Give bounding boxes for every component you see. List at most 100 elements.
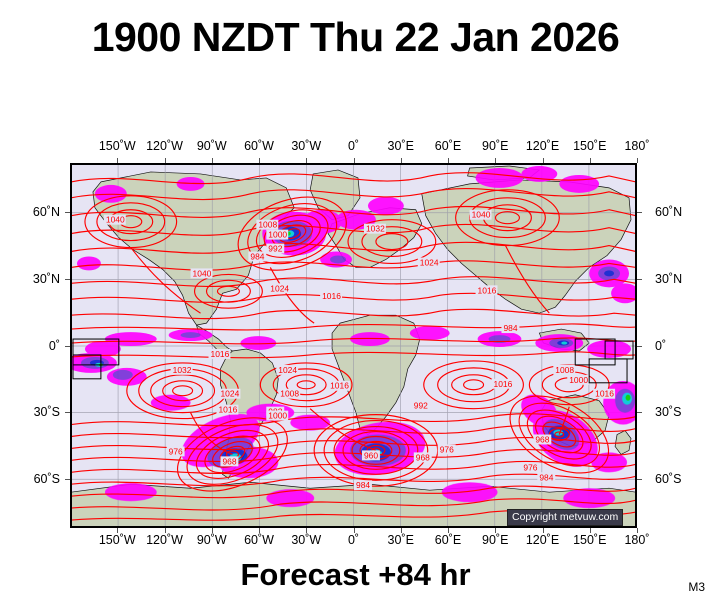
lon-tick-mark <box>353 528 355 533</box>
forecast-map[interactable]: 1040 1040 1024 1016 1016 1008 1000 992 9… <box>70 163 637 528</box>
lat-tick-mark <box>65 412 70 414</box>
lat-tick-mark <box>637 479 642 481</box>
svg-text:1008: 1008 <box>258 220 277 230</box>
lon-tick-mark <box>117 528 119 533</box>
lon-tick-label: 90˚W <box>196 533 227 547</box>
lon-tick-label: 90˚E <box>482 139 509 153</box>
svg-text:1032: 1032 <box>366 224 385 234</box>
svg-text:968: 968 <box>535 434 549 444</box>
lon-tick-mark <box>259 528 260 533</box>
lat-tick-label: 60˚S <box>655 472 682 487</box>
lon-tick-mark <box>637 528 638 533</box>
lon-tick-label: 0˚ <box>347 533 360 547</box>
svg-text:984: 984 <box>250 251 264 261</box>
lon-tick-mark <box>211 158 213 163</box>
lat-tick-mark <box>637 211 642 213</box>
svg-text:976: 976 <box>523 462 537 472</box>
lon-tick-mark <box>589 528 591 533</box>
lon-tick-label: 120˚E <box>525 533 560 547</box>
lon-tick-label: 60˚E <box>434 533 462 547</box>
svg-text:1024: 1024 <box>420 257 439 267</box>
lon-tick-mark <box>164 528 166 533</box>
lat-tick-mark <box>637 345 642 347</box>
lon-tick-mark <box>495 158 497 163</box>
svg-text:1040: 1040 <box>193 268 212 278</box>
svg-text:1016: 1016 <box>218 405 237 415</box>
lon-tick-mark <box>117 158 119 163</box>
svg-text:1000: 1000 <box>569 375 588 385</box>
svg-text:992: 992 <box>268 244 282 254</box>
lon-tick-mark <box>589 158 591 163</box>
lon-tick-label: 90˚E <box>482 533 509 547</box>
lat-tick-mark <box>637 278 642 280</box>
svg-text:1032: 1032 <box>173 365 192 375</box>
lat-tick-mark <box>65 479 70 481</box>
lat-tick-label: 30˚N <box>32 271 60 286</box>
lon-tick-mark <box>306 528 308 533</box>
svg-text:1016: 1016 <box>330 381 349 391</box>
lon-tick-label: 90˚W <box>196 139 227 153</box>
lon-tick-mark <box>637 158 638 163</box>
svg-text:1040: 1040 <box>106 215 125 225</box>
svg-text:984: 984 <box>356 480 370 490</box>
forecast-subtitle: Forecast +84 hr <box>240 557 471 592</box>
lon-tick-label: 60˚E <box>434 139 462 153</box>
longitude-axis-top: 150˚W 120˚W 90˚W 60˚W 30˚W 0˚ 30˚E 60˚E 90˚E 120˚… <box>70 139 650 155</box>
svg-text:1008: 1008 <box>555 365 574 375</box>
svg-text:1016: 1016 <box>322 291 341 301</box>
lon-tick-mark <box>542 158 544 163</box>
lon-tick-label: 150˚E <box>573 139 607 153</box>
lat-tick-label: 30˚S <box>33 405 60 420</box>
lon-tick-label: 150˚W <box>98 139 136 153</box>
svg-text:976: 976 <box>169 446 183 456</box>
lon-tick-mark <box>211 528 213 533</box>
svg-text:1016: 1016 <box>595 389 614 399</box>
svg-text:976: 976 <box>440 444 454 454</box>
lon-tick-mark <box>400 528 402 533</box>
lon-tick-label: 150˚E <box>573 533 607 547</box>
lon-tick-mark <box>259 158 260 163</box>
copyright-notice: Copyright metvuw.com <box>507 509 624 526</box>
svg-text:1024: 1024 <box>278 365 297 375</box>
lon-tick-mark <box>542 528 544 533</box>
lon-tick-label: 180˚ <box>624 533 650 547</box>
model-id-label: M3 <box>688 580 705 594</box>
lon-tick-mark <box>400 158 402 163</box>
lon-tick-mark <box>448 158 449 163</box>
lon-tick-label: 60˚W <box>244 533 274 547</box>
svg-text:1040: 1040 <box>472 210 491 220</box>
svg-text:1016: 1016 <box>478 285 497 295</box>
svg-text:1000: 1000 <box>268 230 287 240</box>
svg-text:968: 968 <box>222 456 236 466</box>
lat-tick-mark <box>65 211 70 213</box>
lon-tick-mark <box>306 158 308 163</box>
svg-text:984: 984 <box>503 323 517 333</box>
lat-tick-label: 60˚N <box>655 204 683 219</box>
isobar-labels: 1040 1040 1024 1016 1016 1008 1000 992 9… <box>103 210 616 490</box>
lon-tick-mark <box>164 158 166 163</box>
lon-tick-label: 120˚E <box>525 139 560 153</box>
svg-text:1008: 1008 <box>280 389 299 399</box>
lon-tick-label: 0˚ <box>347 139 360 153</box>
svg-text:984: 984 <box>539 472 553 482</box>
lon-tick-mark <box>448 528 449 533</box>
isobars <box>71 172 636 521</box>
lon-tick-label: 30˚W <box>291 139 322 153</box>
lat-tick-label: 60˚S <box>33 472 60 487</box>
svg-text:1016: 1016 <box>494 379 513 389</box>
lon-tick-label: 180˚ <box>624 139 650 153</box>
lon-tick-label: 120˚W <box>146 139 183 153</box>
lon-tick-label: 150˚W <box>98 533 136 547</box>
svg-text:1024: 1024 <box>220 389 239 399</box>
longitude-axis-bottom: 150˚W 120˚W 90˚W 60˚W 30˚W 0˚ 30˚E 60˚E 90˚E 120˚… <box>70 533 650 549</box>
lat-tick-mark <box>637 412 642 414</box>
lon-tick-label: 120˚W <box>146 533 183 547</box>
lat-tick-label: 30˚S <box>655 405 682 420</box>
lat-tick-label: 0˚ <box>48 338 60 353</box>
lat-tick-label: 30˚N <box>655 271 683 286</box>
svg-text:960: 960 <box>364 450 378 460</box>
svg-text:1024: 1024 <box>270 283 289 293</box>
lon-tick-label: 30˚W <box>291 533 322 547</box>
region-boxes <box>72 338 634 384</box>
lon-tick-label: 30˚E <box>387 139 414 153</box>
